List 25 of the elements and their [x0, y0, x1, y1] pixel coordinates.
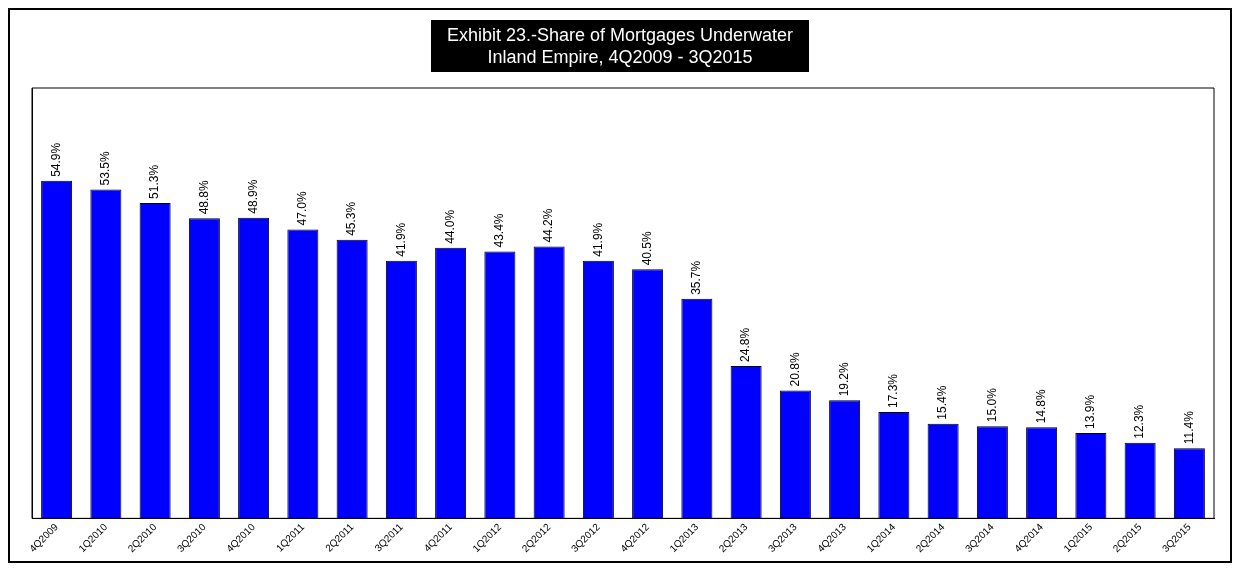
chart-title: Exhibit 23.-Share of Mortgages Underwater Inland Empire, 4Q2009 - 3Q2015 [430, 20, 810, 72]
data-label: 48.9% [245, 179, 260, 214]
data-label: 40.5% [639, 231, 654, 266]
data-label: 19.2% [836, 361, 851, 397]
data-label: 44.0% [442, 209, 457, 244]
data-label: 12.3% [1132, 404, 1147, 439]
data-label: 51.3% [147, 164, 162, 199]
data-label: 53.5% [98, 151, 113, 186]
data-label: 24.8% [738, 327, 753, 362]
data-label: 35.7% [689, 260, 704, 295]
data-label: 54.9% [48, 142, 63, 177]
data-label: 48.8% [196, 179, 211, 215]
data-label: 15.4% [935, 385, 950, 420]
data-label: 11.4% [1181, 410, 1196, 445]
data-label: 41.9% [393, 222, 408, 257]
data-label: 14.8% [1033, 389, 1048, 424]
data-label: 20.8% [787, 352, 802, 387]
data-label: 44.2% [541, 208, 556, 243]
data-label: 45.3% [344, 201, 359, 236]
data-label: 41.9% [590, 222, 605, 257]
data-label: 15.0% [984, 387, 999, 423]
data-label: 43.4% [492, 213, 507, 248]
data-label: 47.0% [295, 191, 310, 226]
data-label: 13.9% [1083, 394, 1098, 429]
data-label: 17.3% [886, 373, 901, 408]
